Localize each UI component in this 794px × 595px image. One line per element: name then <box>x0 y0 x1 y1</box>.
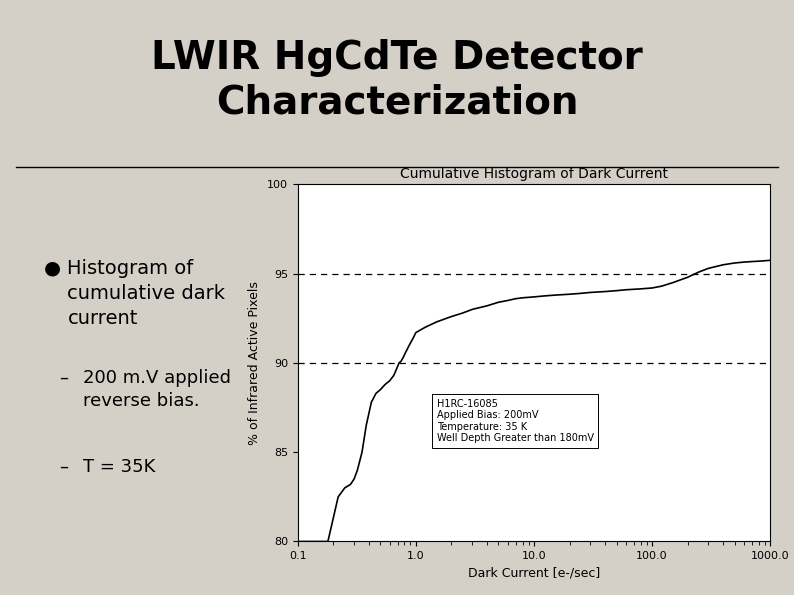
Text: ●: ● <box>44 259 60 278</box>
Text: Histogram of
cumulative dark
current: Histogram of cumulative dark current <box>67 259 225 328</box>
X-axis label: Dark Current [e-/sec]: Dark Current [e-/sec] <box>468 566 600 580</box>
Title: Cumulative Histogram of Dark Current: Cumulative Histogram of Dark Current <box>400 167 668 180</box>
Text: LWIR HgCdTe Detector
Characterization: LWIR HgCdTe Detector Characterization <box>151 39 643 121</box>
Text: –: – <box>60 369 68 387</box>
Text: –: – <box>60 458 68 476</box>
Text: H1RC-16085
Applied Bias: 200mV
Temperature: 35 K
Well Depth Greater than 180mV: H1RC-16085 Applied Bias: 200mV Temperatu… <box>437 399 594 443</box>
Y-axis label: % of Infrared Active Pixels: % of Infrared Active Pixels <box>249 281 261 445</box>
Text: 200 m.V applied
reverse bias.: 200 m.V applied reverse bias. <box>83 369 231 411</box>
Text: T = 35K: T = 35K <box>83 458 156 476</box>
